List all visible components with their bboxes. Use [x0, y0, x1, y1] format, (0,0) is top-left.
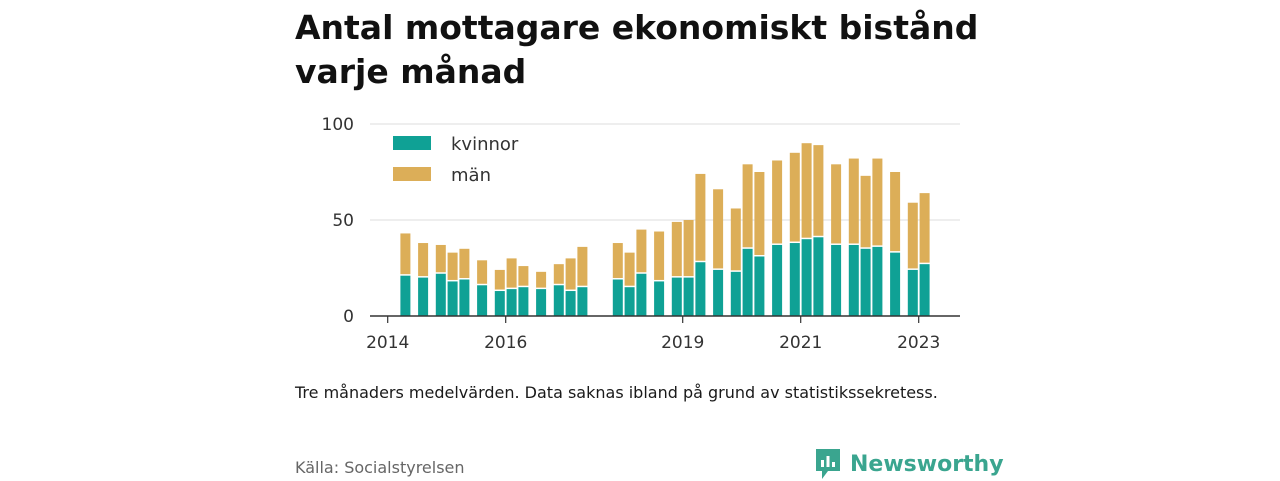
x-tick-label: 2014 [366, 333, 409, 353]
brand-logo[interactable]: Newsworthy [814, 447, 1004, 481]
x-tick-label: 2023 [897, 333, 940, 353]
bar-man [730, 208, 741, 271]
bar-kvinnor [477, 285, 488, 316]
bar-man [400, 233, 411, 275]
bar-kvinnor [459, 279, 470, 316]
bar-kvinnor [494, 291, 505, 316]
bar-kvinnor [695, 262, 706, 316]
bar-man [789, 152, 800, 242]
bar-man [536, 271, 547, 288]
bar-man [612, 243, 623, 279]
bar-man [654, 231, 665, 280]
bar-chart: 0 50 100 2014 2016 2019 2021 2023 kvinnor män [322, 115, 960, 353]
legend-swatch-man [393, 167, 431, 181]
bar-man [890, 172, 901, 252]
bar-kvinnor [789, 243, 800, 316]
newsworthy-logo-icon [816, 449, 840, 479]
bar-kvinnor [553, 285, 564, 316]
bar-kvinnor [742, 248, 753, 316]
bar-man [683, 220, 694, 277]
bar-man [518, 266, 529, 286]
bar-kvinnor [536, 289, 547, 316]
bar-kvinnor [577, 287, 588, 316]
axes: 0 50 100 2014 2016 2019 2021 2023 [322, 115, 960, 353]
bar-man [565, 258, 576, 290]
bar-man [831, 164, 842, 244]
bar-man [477, 260, 488, 284]
bar-man [447, 252, 458, 280]
bar-kvinnor [872, 246, 883, 316]
x-tick-label: 2019 [661, 333, 704, 353]
legend-label-kvinnor: kvinnor [451, 134, 519, 155]
chart-title: Antal mottagare ekonomiskt bistånd varje… [295, 8, 979, 91]
bar-man [435, 244, 446, 273]
bar-man [742, 164, 753, 248]
bar-kvinnor [447, 281, 458, 316]
bar-kvinnor [565, 291, 576, 316]
bar-man [636, 229, 647, 273]
bar-man [801, 143, 812, 238]
legend: kvinnor män [393, 134, 519, 186]
bar-man [713, 189, 724, 269]
bar-man [494, 269, 505, 290]
bar-man [772, 160, 783, 244]
bar-kvinnor [612, 279, 623, 316]
bar-man [671, 221, 682, 277]
bar-man [813, 145, 824, 236]
bar-man [418, 243, 429, 277]
bar-kvinnor [801, 239, 812, 316]
bar-man [860, 175, 871, 248]
bar-man [754, 172, 765, 255]
bar-kvinnor [636, 273, 647, 316]
brand-name: Newsworthy [850, 451, 1004, 477]
bar-kvinnor [624, 287, 635, 316]
bar-man [919, 193, 930, 263]
y-tick-label: 50 [332, 211, 354, 231]
bar-man [695, 173, 706, 261]
y-tick-label: 0 [343, 307, 354, 327]
bar-kvinnor [860, 248, 871, 316]
bar-man [553, 264, 564, 284]
bar-kvinnor [919, 264, 930, 316]
bar-kvinnor [730, 271, 741, 316]
y-tick-label: 100 [322, 115, 354, 135]
source-label: Källa: Socialstyrelsen [295, 458, 465, 477]
bar-man [872, 158, 883, 246]
x-tick-label: 2021 [779, 333, 822, 353]
bar-kvinnor [813, 237, 824, 316]
bar-man [907, 202, 918, 269]
legend-label-man: män [451, 165, 491, 186]
bar-kvinnor [890, 252, 901, 316]
bar-kvinnor [772, 244, 783, 316]
legend-swatch-kvinnor [393, 136, 431, 150]
bar-man [624, 252, 635, 286]
bar-kvinnor [683, 277, 694, 316]
bar-series [400, 143, 930, 316]
x-tick-label: 2016 [484, 333, 527, 353]
bar-man [848, 158, 859, 244]
bar-kvinnor [435, 273, 446, 316]
bar-kvinnor [400, 275, 411, 316]
bar-kvinnor [713, 269, 724, 316]
bar-kvinnor [418, 277, 429, 316]
bar-kvinnor [754, 256, 765, 316]
bar-man [506, 258, 517, 288]
bar-kvinnor [654, 281, 665, 316]
bar-kvinnor [671, 277, 682, 316]
bar-man [577, 246, 588, 286]
bar-kvinnor [907, 269, 918, 316]
bar-man [459, 248, 470, 279]
bar-kvinnor [506, 289, 517, 316]
chart-note: Tre månaders medelvärden. Data saknas ib… [295, 383, 938, 402]
bar-kvinnor [518, 287, 529, 316]
bar-kvinnor [848, 244, 859, 316]
bar-kvinnor [831, 244, 842, 316]
